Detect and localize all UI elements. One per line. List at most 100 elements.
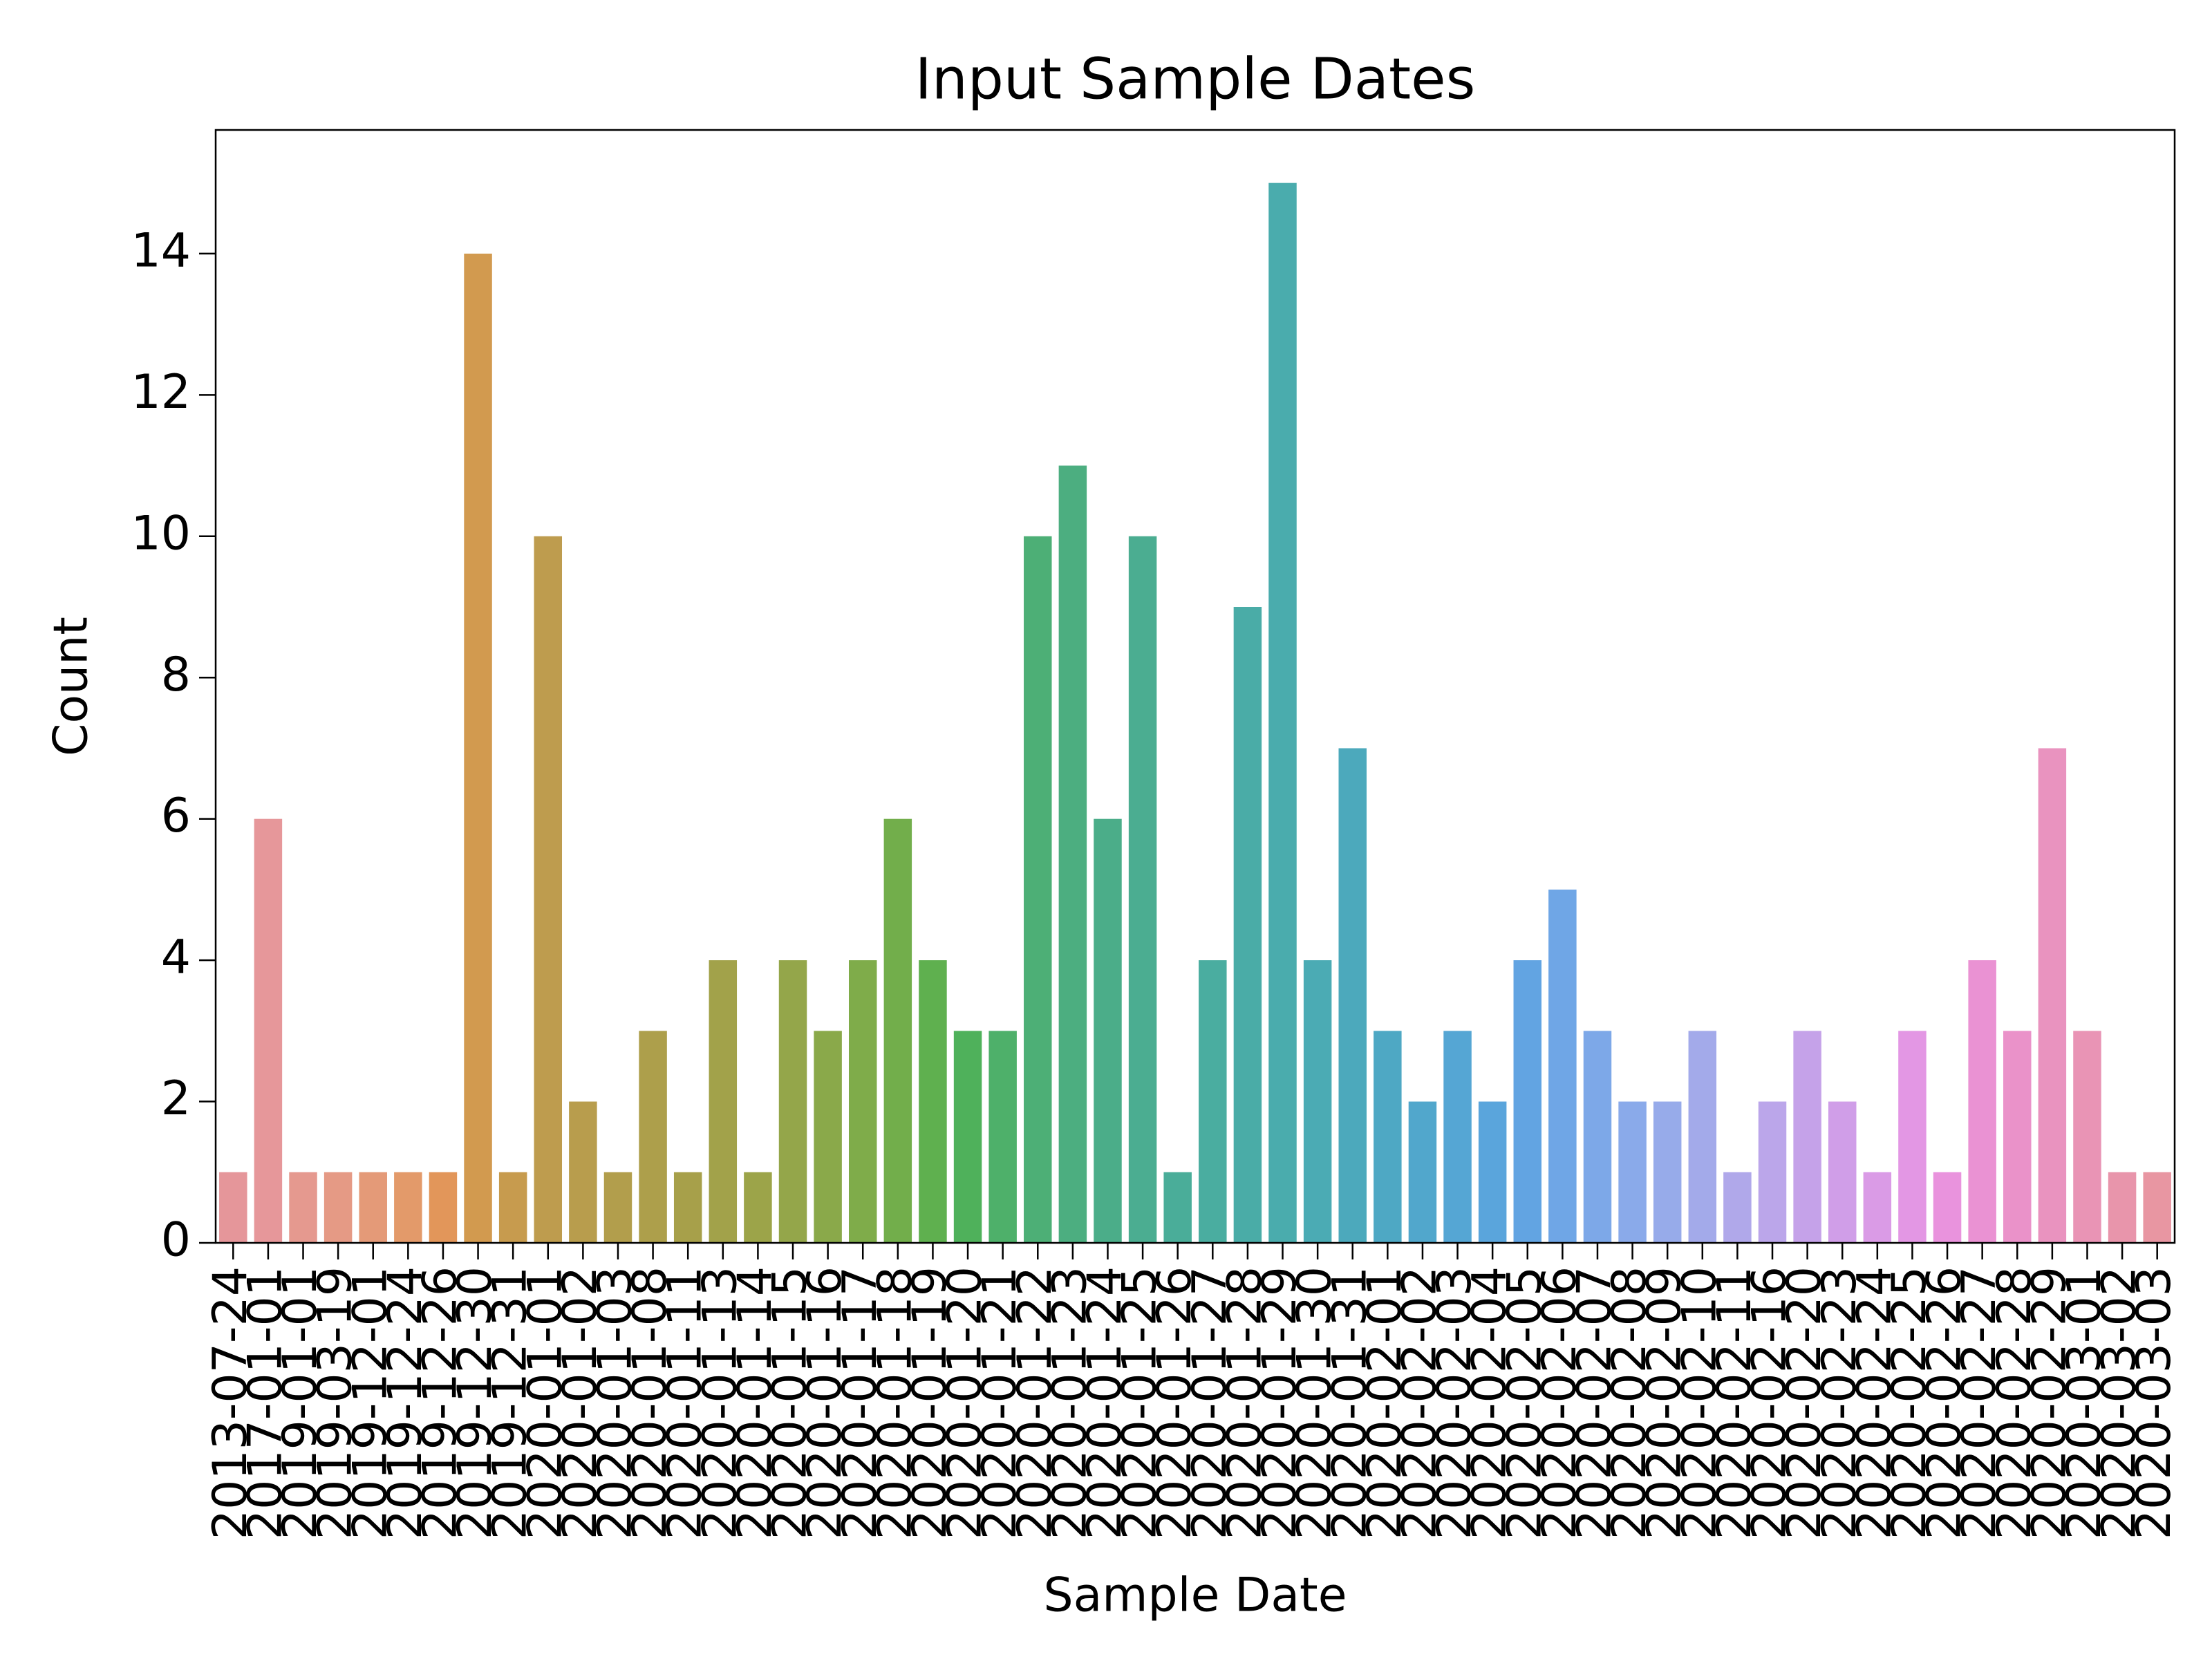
bar <box>429 1172 458 1243</box>
x-tick-label: 2020-02-16 <box>1743 1266 1797 1539</box>
y-tick-label: 12 <box>131 365 191 420</box>
x-tick-label: 2019-01-01 <box>273 1266 328 1539</box>
bar <box>2038 748 2067 1243</box>
bar <box>1303 960 1332 1243</box>
x-tick-label: 2020-01-19 <box>903 1266 957 1539</box>
x-tick-label: 2020-01-23 <box>1042 1266 1097 1539</box>
x-tick-label: 2020-01-20 <box>938 1266 993 1539</box>
bar <box>919 960 947 1243</box>
bar <box>848 960 877 1243</box>
bar <box>1688 1031 1717 1243</box>
bar <box>1968 960 1996 1243</box>
x-tick-label: 2020-02-05 <box>1497 1266 1552 1539</box>
bar <box>498 1172 527 1243</box>
bar <box>1723 1172 1752 1243</box>
y-tick-label: 0 <box>161 1213 191 1268</box>
x-tick-label: 2020-01-11 <box>658 1266 713 1539</box>
bar <box>1513 960 1542 1243</box>
x-tick-label: 2020-02-26 <box>1918 1266 1972 1539</box>
x-tick-label: 2020-01-26 <box>1147 1266 1202 1539</box>
y-tick-label: 4 <box>161 930 191 985</box>
bar <box>1898 1031 1927 1243</box>
bar <box>2003 1031 2032 1243</box>
bar <box>1583 1031 1612 1243</box>
bar <box>394 1172 422 1243</box>
x-tick-label: 2020-02-04 <box>1463 1266 1517 1539</box>
x-tick-label: 2020-01-29 <box>1253 1266 1307 1539</box>
bar <box>1268 182 1297 1244</box>
plot-frame <box>214 129 2176 1244</box>
x-tick-label: 2020-02-28 <box>1987 1266 2042 1539</box>
bar <box>2143 1172 2171 1243</box>
x-tick-label: 2020-01-18 <box>868 1266 922 1539</box>
x-tick-label: 2020-02-01 <box>1358 1266 1412 1539</box>
bar <box>639 1031 667 1243</box>
bar <box>1374 1031 1402 1243</box>
bar <box>1128 536 1157 1243</box>
x-tick-label: 2019-12-24 <box>378 1266 433 1539</box>
bar <box>1443 1031 1472 1243</box>
y-tick-label: 14 <box>131 223 191 278</box>
bar <box>1338 748 1367 1243</box>
bar <box>1828 1101 1857 1243</box>
x-tick-label: 2020-02-09 <box>1638 1266 1692 1539</box>
x-tick-label: 2020-02-11 <box>1707 1266 1762 1539</box>
x-tick-label: 2020-01-02 <box>553 1266 608 1539</box>
bar <box>1618 1101 1647 1243</box>
bar <box>569 1101 597 1243</box>
x-tick-label: 2020-01-24 <box>1078 1266 1132 1539</box>
bar <box>988 1031 1017 1243</box>
bar <box>534 536 563 1243</box>
bar <box>1933 1172 1962 1243</box>
x-tick-label: 2020-01-21 <box>973 1266 1027 1539</box>
x-tick-label: 2020-01-16 <box>798 1266 852 1539</box>
x-tick-label: 2020-01-27 <box>1183 1266 1237 1539</box>
bar <box>953 1031 982 1243</box>
x-tick-label: 2020-02-02 <box>1392 1266 1447 1539</box>
bar <box>1793 1031 1821 1243</box>
x-tick-label: 2020-03-02 <box>2092 1266 2147 1539</box>
x-tick-label: 2020-02-07 <box>1568 1266 1622 1539</box>
x-tick-label: 2020-01-28 <box>1217 1266 1272 1539</box>
x-tick-label: 2020-02-06 <box>1533 1266 1587 1539</box>
x-tick-label: 2020-03-01 <box>2057 1266 2112 1539</box>
bar <box>2108 1172 2137 1243</box>
x-axis-label: Sample Date <box>1043 1568 1347 1623</box>
chart-title: Input Sample Dates <box>915 46 1476 112</box>
bar <box>464 253 492 1243</box>
x-tick-label: 2020-02-27 <box>1952 1266 2007 1539</box>
x-tick-label: 2020-02-29 <box>2022 1266 2077 1539</box>
bar <box>883 818 912 1243</box>
x-tick-label: 2019-12-30 <box>448 1266 503 1539</box>
bar <box>709 960 738 1243</box>
x-tick-label: 2020-03-03 <box>2127 1266 2182 1539</box>
x-tick-label: 2020-02-23 <box>1812 1266 1867 1539</box>
bar <box>324 1172 353 1243</box>
bar <box>1758 1101 1787 1243</box>
bar <box>1024 536 1052 1243</box>
y-tick-label: 6 <box>161 789 191 843</box>
x-tick-label: 2020-02-25 <box>1882 1266 1937 1539</box>
x-tick-label: 2020-02-20 <box>1777 1266 1832 1539</box>
bar <box>814 1031 842 1243</box>
x-tick-label: 2020-02-24 <box>1847 1266 1902 1539</box>
bar <box>673 1172 702 1243</box>
x-tick-label: 2020-01-25 <box>1113 1266 1168 1539</box>
x-tick-label: 2017-01-01 <box>238 1266 292 1539</box>
bar <box>1653 1101 1682 1243</box>
x-tick-label: 2020-01-17 <box>833 1266 888 1539</box>
x-tick-label: 2013-07-24 <box>203 1266 258 1539</box>
x-tick-label: 2020-01-03 <box>588 1266 643 1539</box>
x-tick-label: 2020-02-03 <box>1427 1266 1482 1539</box>
bar <box>1058 465 1087 1243</box>
y-axis-label: Count <box>44 617 99 756</box>
x-tick-label: 2019-12-31 <box>483 1266 538 1539</box>
x-tick-label: 2020-01-13 <box>693 1266 747 1539</box>
bar <box>1233 607 1262 1243</box>
bar <box>1548 889 1577 1243</box>
y-tick-label: 10 <box>131 506 191 561</box>
y-tick-label: 2 <box>161 1071 191 1126</box>
x-tick-label: 2020-01-15 <box>763 1266 818 1539</box>
x-tick-label: 2020-01-30 <box>1288 1266 1342 1539</box>
